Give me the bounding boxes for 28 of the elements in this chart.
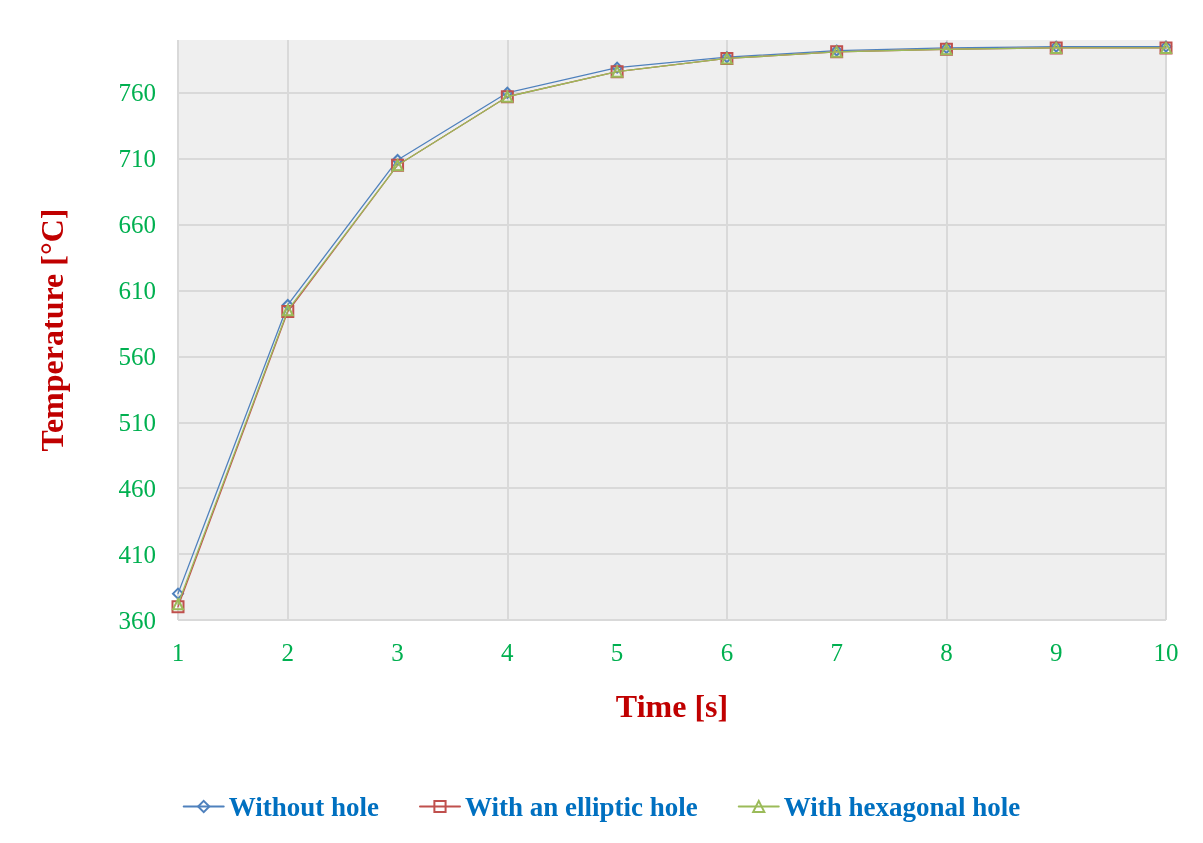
legend-label: Without hole: [228, 791, 379, 822]
y-tick-label: 510: [118, 408, 156, 436]
y-axis-title: Temperature [°C]: [34, 208, 70, 452]
x-axis-title: Time [s]: [615, 688, 729, 724]
x-tick-label: 10: [1153, 639, 1179, 666]
legend-label: With hexagonal hole: [783, 791, 1021, 822]
point: [501, 86, 514, 99]
y-tick-label: 560: [118, 342, 156, 370]
x-tick-label: 4: [501, 639, 515, 666]
point: [391, 153, 404, 166]
y-tick-label: 710: [118, 145, 156, 173]
legend-label: With an elliptic hole: [464, 791, 698, 822]
x-tick-label: 8: [940, 639, 953, 666]
x-tick-label: 2: [281, 639, 295, 666]
y-tick-label: 760: [118, 79, 156, 107]
x-tick-label: 9: [1049, 639, 1063, 666]
x-tick-label: 1: [171, 639, 185, 666]
x-tick-label: 6: [720, 639, 734, 666]
y-tick-label: 460: [118, 474, 156, 502]
y-tick-label: 360: [118, 606, 156, 634]
y-tick-label: 660: [118, 211, 156, 239]
y-tick-label: 610: [118, 276, 156, 304]
x-tick-label: 5: [610, 639, 624, 666]
x-tick-label: 3: [391, 639, 404, 666]
y-tick-label: 410: [118, 540, 156, 568]
point: [281, 298, 294, 311]
point: [172, 587, 184, 600]
x-tick-label: 7: [830, 639, 843, 666]
